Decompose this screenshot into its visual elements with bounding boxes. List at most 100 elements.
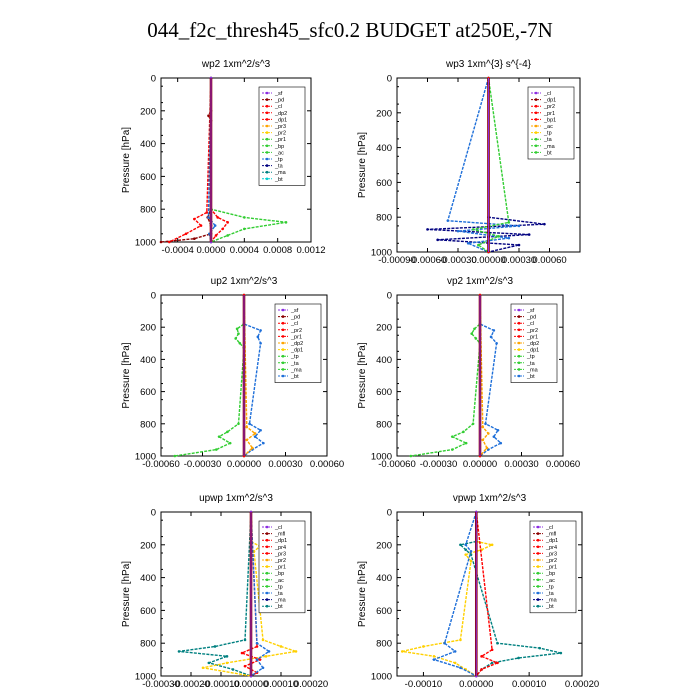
legend-entry: _bp bbox=[274, 571, 284, 577]
series-point bbox=[469, 559, 473, 563]
y-tick-label: 600 bbox=[140, 172, 156, 183]
series-point bbox=[466, 242, 470, 245]
x-tick-label: 0.00000 bbox=[459, 679, 493, 690]
series-point bbox=[451, 435, 454, 438]
legend-marker bbox=[265, 118, 269, 121]
series-point bbox=[464, 441, 468, 445]
chart-title: wp2 1xm^2/s^3 bbox=[201, 59, 271, 70]
legend-marker bbox=[265, 525, 269, 529]
series-point bbox=[221, 227, 224, 231]
legend-marker bbox=[536, 571, 540, 575]
y-tick-label: 800 bbox=[140, 639, 156, 650]
legend-entry: _dp2 bbox=[274, 111, 287, 117]
legend-marker bbox=[534, 131, 538, 134]
series-point bbox=[517, 243, 521, 247]
series-point bbox=[517, 656, 520, 660]
series-line-ta bbox=[178, 511, 252, 677]
legend-box bbox=[258, 520, 306, 614]
legend-entry: _ta bbox=[545, 591, 555, 597]
series-point bbox=[456, 229, 460, 233]
y-tick-label: 600 bbox=[140, 387, 156, 398]
series-point bbox=[436, 238, 439, 242]
legend-entry: _pd bbox=[274, 98, 284, 104]
series-point bbox=[496, 641, 499, 645]
legend-entry: _pr2 bbox=[274, 131, 286, 137]
series-point bbox=[480, 655, 483, 658]
series-point bbox=[496, 661, 499, 665]
series-point bbox=[193, 237, 196, 241]
series-point bbox=[497, 235, 500, 238]
series-line-tp bbox=[243, 295, 265, 457]
series-point bbox=[426, 228, 429, 231]
series-point bbox=[527, 233, 531, 236]
series-point bbox=[225, 655, 229, 658]
legend-marker bbox=[534, 104, 538, 108]
series-point bbox=[193, 217, 196, 221]
series-point bbox=[279, 645, 283, 648]
legend-marker bbox=[265, 578, 269, 582]
y-tick-label: 1000 bbox=[371, 452, 392, 463]
legend-entry: _cl bbox=[526, 321, 534, 327]
series-point bbox=[235, 327, 239, 331]
legend-marker bbox=[517, 315, 521, 318]
series-point bbox=[255, 658, 259, 661]
legend-marker bbox=[281, 368, 285, 371]
series-point bbox=[255, 645, 259, 648]
legend-entry: _pr3 bbox=[274, 124, 286, 130]
series-point bbox=[464, 548, 468, 552]
series-point bbox=[213, 224, 217, 227]
legend-entry: _dp1 bbox=[290, 348, 303, 354]
x-tick-label: 0.00020 bbox=[565, 679, 599, 690]
series-point bbox=[538, 646, 542, 650]
legend-entry: _tp bbox=[526, 354, 535, 360]
legend-entry: _bp bbox=[274, 144, 284, 150]
y-tick-label: 600 bbox=[376, 606, 392, 617]
y-tick-label: 800 bbox=[140, 205, 156, 216]
series-point bbox=[432, 655, 436, 658]
series-point bbox=[238, 342, 242, 345]
legend-marker bbox=[534, 137, 538, 141]
y-tick-label: 0 bbox=[387, 508, 392, 519]
x-tick-label: 0.00060 bbox=[546, 459, 580, 470]
series-point bbox=[284, 221, 288, 224]
series-point bbox=[496, 428, 500, 432]
series-point bbox=[409, 454, 413, 458]
series-point bbox=[481, 438, 485, 442]
legend-entry: _pr4 bbox=[545, 545, 557, 551]
legend-marker bbox=[534, 144, 538, 148]
legend-marker bbox=[517, 335, 521, 338]
x-tick-label: 0.00000 bbox=[471, 255, 505, 266]
series-line-dp2 bbox=[168, 77, 212, 243]
series-point bbox=[471, 422, 475, 426]
series-point bbox=[490, 661, 494, 665]
series-point bbox=[201, 666, 205, 670]
legend-marker bbox=[265, 545, 269, 549]
legend-entry: _tp bbox=[545, 584, 554, 590]
chart-panel-4: vp2 1xm^2/s^3 0 200 400 600 800 1000 Pressure [… bbox=[357, 276, 580, 470]
legend-marker bbox=[517, 368, 521, 371]
y-tick-label: 600 bbox=[376, 387, 392, 398]
series-point bbox=[459, 638, 462, 642]
chart-title: vpwp 1xm^2/s^3 bbox=[453, 493, 527, 504]
legend-entry: _ac bbox=[545, 578, 555, 584]
y-axis-label: Pressure [hPa] bbox=[357, 342, 368, 408]
y-tick-label: 1000 bbox=[135, 238, 156, 249]
legend-entry: _sf bbox=[290, 308, 299, 314]
x-tick-label: -0.00020 bbox=[172, 679, 210, 690]
y-tick-label: 1000 bbox=[135, 672, 156, 683]
x-tick-label: 0.00000 bbox=[227, 459, 261, 470]
legend-marker bbox=[534, 124, 538, 128]
legend-marker bbox=[265, 98, 269, 101]
legend-marker bbox=[517, 308, 521, 312]
series-point bbox=[477, 243, 480, 247]
series-point bbox=[451, 448, 454, 451]
series-point bbox=[443, 641, 446, 645]
x-tick-label: 0.00020 bbox=[294, 679, 328, 690]
legend-entry: _tp bbox=[543, 131, 552, 137]
legend-marker bbox=[265, 144, 269, 148]
series-point bbox=[259, 342, 262, 345]
legend-marker bbox=[265, 604, 269, 608]
legend-entry: _bp bbox=[545, 571, 555, 577]
y-tick-label: 200 bbox=[376, 540, 392, 551]
